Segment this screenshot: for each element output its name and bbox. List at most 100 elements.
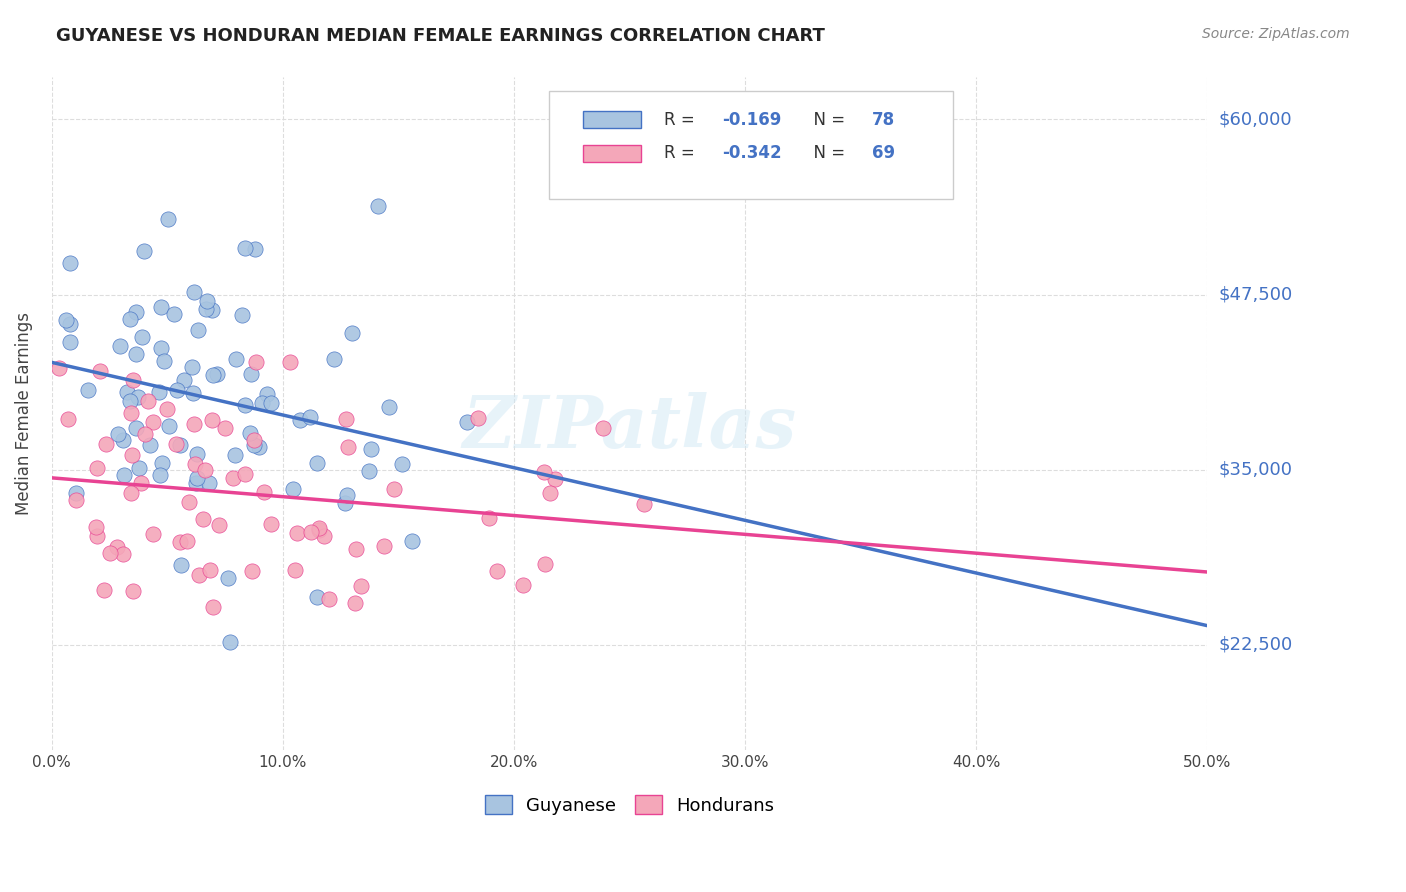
Point (120, 393, 142, 408)
Point (124, 305, 146, 319)
Point (298, 409, 321, 424)
Point (283, 482, 305, 496)
Point (467, 410, 489, 425)
Point (125, 421, 148, 435)
Point (198, 476, 221, 491)
FancyBboxPatch shape (548, 91, 953, 199)
Point (343, 596, 366, 610)
Point (247, 440, 270, 454)
Point (105, 540, 128, 554)
Point (538, 486, 561, 500)
Point (239, 368, 262, 382)
Text: $47,500: $47,500 (1219, 285, 1292, 303)
Point (382, 482, 405, 496)
Point (305, 456, 328, 470)
Point (86, 460, 108, 475)
Point (456, 415, 478, 429)
Point (243, 242, 266, 256)
Point (378, 400, 401, 414)
Point (136, 394, 159, 409)
Point (120, 486, 142, 500)
Text: -0.169: -0.169 (721, 111, 782, 128)
Point (157, 211, 180, 226)
Point (59, 334, 82, 349)
Text: GUYANESE VS HONDURAN MEDIAN FEMALE EARNINGS CORRELATION CHART: GUYANESE VS HONDURAN MEDIAN FEMALE EARNI… (56, 27, 825, 45)
Point (250, 396, 273, 410)
Point (314, 528, 336, 542)
Point (239, 426, 262, 441)
Point (98, 546, 121, 560)
Point (322, 351, 344, 366)
Point (308, 520, 330, 534)
Point (128, 461, 150, 475)
Point (148, 467, 170, 482)
Point (278, 355, 301, 369)
Point (633, 497, 655, 511)
Point (127, 391, 149, 405)
Bar (583, 145, 641, 161)
Point (186, 447, 208, 461)
Point (344, 541, 367, 556)
Point (288, 413, 311, 427)
Text: Source: ZipAtlas.com: Source: ZipAtlas.com (1202, 27, 1350, 41)
Point (148, 385, 170, 400)
Point (183, 285, 205, 300)
Point (373, 539, 395, 553)
Point (284, 563, 307, 577)
Point (544, 472, 567, 486)
Point (299, 524, 322, 539)
Point (125, 347, 148, 361)
Point (120, 311, 142, 326)
Point (142, 527, 165, 541)
Point (224, 448, 246, 462)
Point (231, 308, 253, 322)
Point (195, 294, 218, 309)
Point (187, 323, 209, 337)
Point (131, 330, 153, 344)
Point (335, 412, 357, 426)
Point (111, 433, 134, 447)
Point (367, 199, 389, 213)
Point (122, 373, 145, 387)
Point (166, 384, 188, 398)
Point (357, 464, 380, 478)
Point (217, 571, 239, 585)
Point (84, 519, 107, 533)
Point (120, 406, 142, 420)
Point (214, 421, 236, 435)
Point (163, 307, 186, 321)
Point (534, 558, 557, 572)
Point (111, 547, 134, 561)
Text: $35,000: $35,000 (1219, 461, 1292, 479)
Point (89, 363, 111, 377)
Point (318, 592, 340, 607)
Point (183, 417, 205, 431)
Point (142, 415, 165, 429)
Point (350, 579, 373, 593)
Point (65, 493, 87, 508)
Point (243, 437, 266, 451)
Point (401, 534, 423, 549)
Point (176, 534, 198, 549)
Point (202, 600, 225, 615)
Text: ZIPatlas: ZIPatlas (463, 392, 797, 463)
Point (305, 590, 328, 604)
Point (391, 457, 413, 471)
Text: -0.342: -0.342 (721, 145, 782, 162)
Point (360, 442, 382, 456)
Point (56, 411, 79, 425)
Point (121, 584, 143, 599)
Point (592, 421, 614, 435)
Point (194, 463, 217, 477)
Point (222, 471, 245, 485)
Text: R =: R = (664, 111, 700, 128)
Point (186, 475, 208, 490)
Text: $60,000: $60,000 (1219, 111, 1292, 128)
Point (108, 339, 131, 353)
Text: N =: N = (803, 111, 851, 128)
Point (208, 517, 231, 532)
Point (477, 511, 499, 525)
Point (139, 438, 162, 452)
Text: $22,500: $22,500 (1219, 636, 1292, 654)
Point (205, 368, 228, 382)
